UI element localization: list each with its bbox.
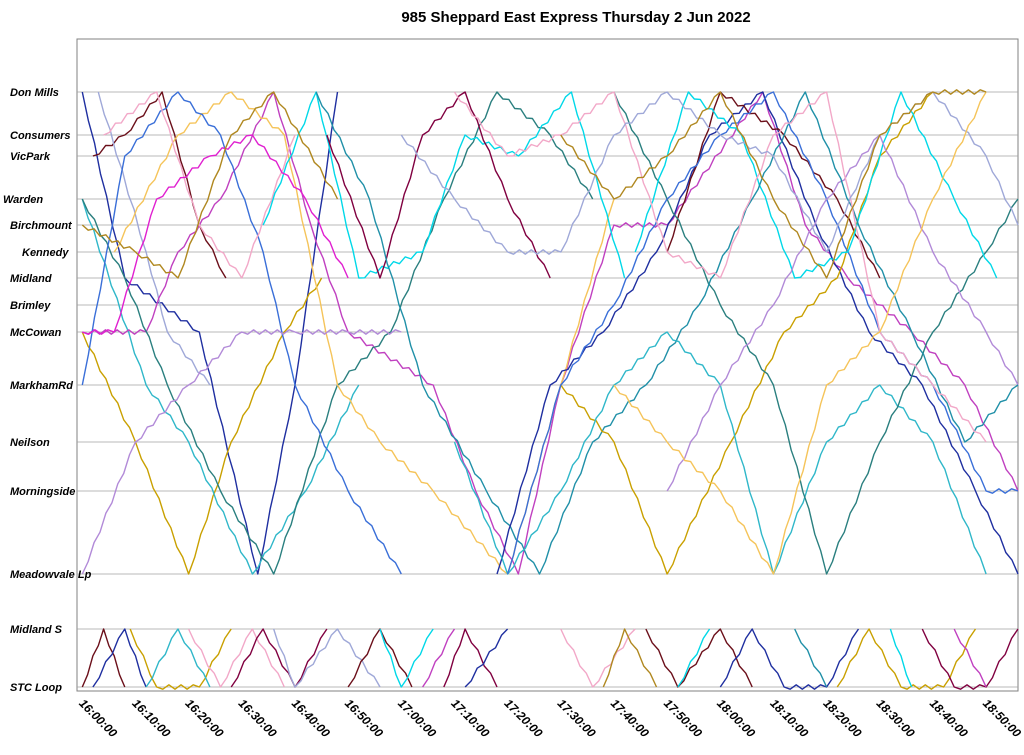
stop-axis-labels: Don Mills Consumers VicPark Warden Birchmoun… bbox=[3, 87, 92, 694]
plot-area-frame bbox=[76, 38, 1019, 692]
trip-line-45 bbox=[719, 628, 860, 690]
trip-line-40 bbox=[464, 628, 509, 688]
stop-label-birchmount: Birchmount bbox=[10, 220, 73, 232]
x-tick-label-6: 17:00:00 bbox=[395, 696, 439, 740]
x-tick-label-7: 17:10:00 bbox=[448, 696, 492, 740]
x-tick-label-14: 18:20:00 bbox=[820, 696, 864, 740]
trip-line-15 bbox=[81, 91, 339, 279]
trip-line-20 bbox=[613, 91, 1019, 575]
trip-line-22 bbox=[634, 91, 998, 279]
trip-line-30 bbox=[92, 628, 147, 688]
trip-line-25 bbox=[453, 91, 987, 443]
chart-title: 985 Sheppard East Express Thursday 2 Jun… bbox=[401, 9, 750, 26]
stop-label-midland: Midland bbox=[10, 273, 52, 285]
x-tick-label-2: 16:20:00 bbox=[183, 696, 227, 740]
x-tick-label-9: 17:30:00 bbox=[555, 696, 599, 740]
trip-line-9 bbox=[103, 91, 296, 279]
stop-label-morningside: Morningside bbox=[10, 486, 75, 498]
trip-line-11 bbox=[81, 329, 402, 575]
trip-line-33 bbox=[187, 628, 285, 688]
x-tick-label-1: 16:10:00 bbox=[129, 696, 173, 740]
trip-line-17 bbox=[666, 91, 881, 279]
trip-line-3 bbox=[81, 198, 360, 575]
x-tick-label-0: 16:00:00 bbox=[76, 696, 120, 740]
trip-line-10 bbox=[262, 91, 626, 279]
x-tick-label-13: 18:10:00 bbox=[767, 696, 811, 740]
trip-line-34 bbox=[230, 628, 328, 688]
trip-line-24 bbox=[698, 91, 1019, 443]
stop-label-don-mills: Don Mills bbox=[10, 87, 59, 99]
trip-line-12 bbox=[326, 91, 551, 279]
trip-line-46 bbox=[794, 628, 828, 688]
stop-gridlines bbox=[77, 91, 1018, 688]
trip-line-48 bbox=[889, 628, 913, 688]
trip-line-31 bbox=[129, 628, 232, 690]
trip-line-41 bbox=[560, 628, 636, 688]
trip-line-4 bbox=[97, 91, 211, 386]
trip-line-26 bbox=[400, 91, 1019, 255]
stop-label-meadowvale-lp: Meadowvale Lp bbox=[10, 569, 92, 581]
trip-line-38 bbox=[443, 628, 498, 688]
stop-label-markhamrd: MarkhamRd bbox=[10, 380, 73, 392]
stop-label-consumers: Consumers bbox=[10, 130, 71, 142]
stop-label-midland-s: Midland S bbox=[10, 624, 63, 636]
x-tick-label-12: 18:00:00 bbox=[714, 696, 758, 740]
trip-line-49 bbox=[921, 628, 1019, 690]
trip-line-14 bbox=[82, 134, 349, 335]
time-axis-labels: 16:00:00 16:10:00 16:20:00 16:30:00 16:40:00… bbox=[76, 696, 1024, 740]
stop-label-brimley: Brimley bbox=[10, 300, 51, 312]
trip-lines bbox=[81, 89, 1019, 690]
stop-label-neilson: Neilson bbox=[10, 437, 50, 449]
trip-line-42 bbox=[602, 628, 658, 688]
trip-line-39 bbox=[422, 628, 456, 688]
trip-line-29 bbox=[81, 628, 126, 688]
trip-line-2 bbox=[81, 277, 323, 575]
stop-label-warden: Warden bbox=[3, 194, 43, 206]
x-tick-label-16: 18:40:00 bbox=[927, 696, 971, 740]
stop-label-vicpark: VicPark bbox=[10, 151, 51, 163]
trip-line-44 bbox=[677, 628, 711, 688]
x-tick-label-8: 17:20:00 bbox=[502, 696, 546, 740]
stop-label-mccowan: McCowan bbox=[10, 327, 62, 339]
trip-line-37 bbox=[379, 628, 434, 688]
trip-line-23 bbox=[666, 134, 1019, 492]
trip-line-32 bbox=[145, 628, 211, 688]
x-tick-label-15: 18:30:00 bbox=[874, 696, 918, 740]
x-tick-label-11: 17:50:00 bbox=[661, 696, 705, 740]
x-tick-label-3: 16:30:00 bbox=[236, 696, 280, 740]
trip-line-16 bbox=[496, 91, 1019, 575]
trip-line-50 bbox=[953, 628, 987, 688]
x-tick-label-17: 18:50:00 bbox=[980, 696, 1024, 740]
trip-line-47 bbox=[836, 628, 977, 690]
trip-line-43 bbox=[645, 628, 753, 688]
stop-label-stc-loop: STC Loop bbox=[10, 682, 62, 694]
x-tick-label-10: 17:40:00 bbox=[608, 696, 652, 740]
trip-line-1 bbox=[92, 91, 227, 279]
trip-line-13 bbox=[315, 91, 700, 575]
stop-label-kennedy: Kennedy bbox=[22, 247, 69, 259]
trip-line-8 bbox=[81, 91, 402, 575]
x-tick-label-5: 16:50:00 bbox=[342, 696, 386, 740]
x-tick-label-4: 16:40:00 bbox=[289, 696, 333, 740]
trip-line-27 bbox=[613, 91, 987, 575]
trip-line-28 bbox=[560, 89, 987, 279]
